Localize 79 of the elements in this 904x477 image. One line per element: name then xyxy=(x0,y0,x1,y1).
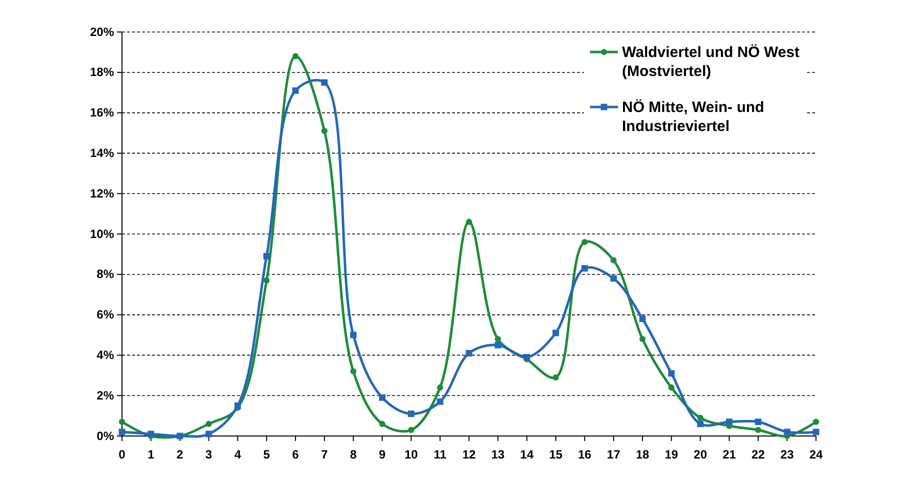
x-tick-label: 12 xyxy=(462,447,476,462)
point xyxy=(494,336,502,342)
y-tick-label: 18% xyxy=(90,65,114,80)
legend-label: Waldviertel und NÖ West (Mostviertel) xyxy=(622,44,800,80)
y-tick-label: 4% xyxy=(96,348,114,362)
point xyxy=(206,420,212,427)
point xyxy=(639,316,646,322)
x-tick-label: 22 xyxy=(751,447,766,462)
x-tick-label: 19 xyxy=(664,447,678,462)
x-tick-label: 20 xyxy=(694,447,708,462)
point xyxy=(726,418,732,426)
point xyxy=(263,252,270,260)
point xyxy=(321,79,328,86)
x-tick-label: 4 xyxy=(234,447,242,462)
point xyxy=(206,430,212,438)
point xyxy=(812,428,820,436)
point xyxy=(350,368,356,374)
point xyxy=(466,350,472,356)
point xyxy=(436,398,444,405)
x-tick-label: 21 xyxy=(722,447,736,462)
x-tick-label: 18 xyxy=(636,447,650,462)
x-tick-label: 0 xyxy=(118,447,126,462)
point xyxy=(668,384,675,391)
x-tick-label: 5 xyxy=(263,447,270,462)
y-tick-label: 6% xyxy=(96,308,114,322)
x-tick-label: 2 xyxy=(176,447,184,462)
point xyxy=(697,420,704,428)
point xyxy=(610,257,617,264)
x-tick-label: 17 xyxy=(606,447,621,462)
point xyxy=(436,384,444,391)
point xyxy=(292,53,299,60)
x-tick-label: 23 xyxy=(780,447,794,462)
x-tick-label: 3 xyxy=(205,447,212,462)
y-tick-label: 2% xyxy=(96,388,114,402)
x-tick-label: 13 xyxy=(491,447,505,462)
y-tick-label: 16% xyxy=(90,106,114,120)
point xyxy=(784,428,790,436)
x-tick-label: 8 xyxy=(350,447,357,462)
point xyxy=(552,330,559,336)
y-tick-label: 14% xyxy=(90,146,114,160)
point xyxy=(754,418,762,426)
x-tick-label: 24 xyxy=(809,447,823,462)
x-tick-label: 14 xyxy=(520,447,534,462)
point xyxy=(350,332,357,338)
point xyxy=(494,342,502,348)
y-tick-label: 20% xyxy=(90,24,114,39)
y-tick-label: 8% xyxy=(96,267,114,282)
point xyxy=(466,218,472,225)
point xyxy=(408,410,414,418)
x-tick-label: 10 xyxy=(404,447,418,462)
x-tick-label: 6 xyxy=(292,447,300,462)
point xyxy=(379,394,386,401)
point xyxy=(812,418,820,425)
x-tick-label: 9 xyxy=(378,447,386,462)
y-tick-label: 0% xyxy=(96,428,114,443)
point xyxy=(755,426,762,434)
y-tick-label: 10% xyxy=(90,226,114,241)
x-tick-label: 11 xyxy=(434,447,447,462)
point xyxy=(408,426,414,434)
point xyxy=(118,418,126,425)
point xyxy=(668,370,675,377)
point xyxy=(263,277,270,284)
legend-label: NÖ Mitte, Wein- und Industrieviertel xyxy=(622,99,764,135)
point xyxy=(234,402,241,409)
x-tick-label: 7 xyxy=(321,447,328,462)
y-tick-label: 12% xyxy=(90,186,114,200)
point xyxy=(697,414,704,421)
point xyxy=(524,354,530,360)
point xyxy=(379,420,386,427)
point xyxy=(552,374,559,381)
x-tick-label: 15 xyxy=(549,447,563,462)
point xyxy=(292,87,299,94)
point xyxy=(610,275,617,282)
point xyxy=(581,265,588,272)
x-tick-label: 1 xyxy=(148,447,155,462)
x-tick-label: 16 xyxy=(578,447,592,462)
point xyxy=(321,128,328,134)
point xyxy=(582,238,588,246)
point xyxy=(639,336,646,342)
